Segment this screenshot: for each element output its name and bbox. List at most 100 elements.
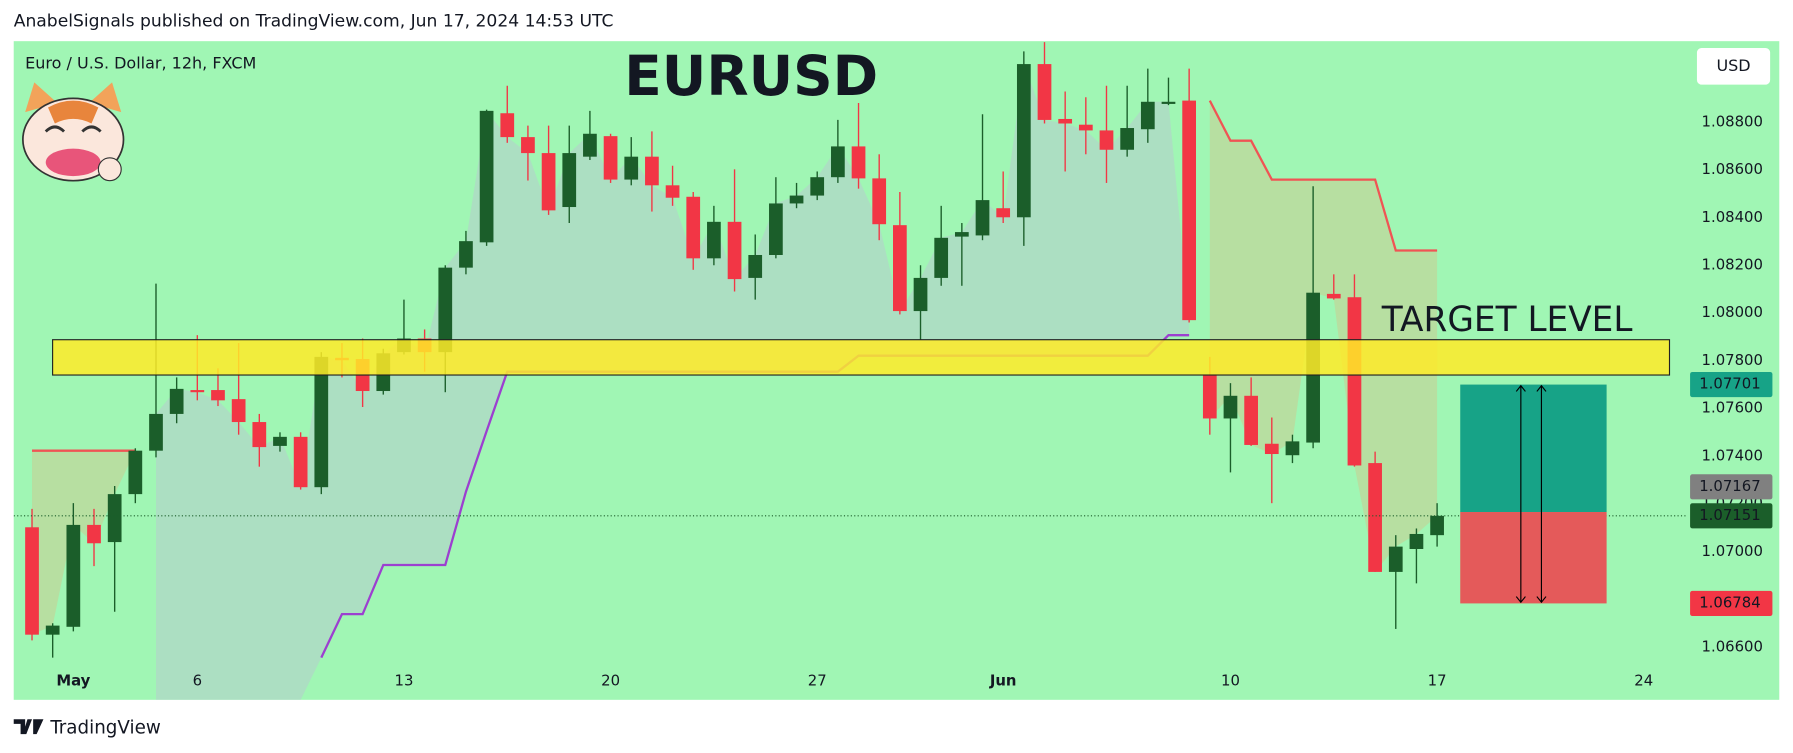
price-tag-label: 1.07167 [1699,477,1760,495]
y-tick-label: 1.08400 [1702,208,1763,226]
candle-body [521,137,535,154]
candle-body [128,450,143,495]
candle-body [748,254,763,278]
candle-body [954,232,969,237]
candle-body [1388,546,1403,572]
candle-body [603,136,618,180]
price-tag [1690,474,1773,500]
candle-body [479,110,494,243]
candle-body [314,356,329,488]
candle-body [1347,297,1362,466]
candle-body [1264,443,1279,455]
candle-body [789,195,804,204]
y-tick-label: 1.06600 [1702,637,1763,655]
candle-body [1058,118,1073,124]
currency-label[interactable]: USD [1716,56,1750,75]
candle-body [190,390,205,393]
x-tick-label: 13 [394,672,413,690]
candle-body [87,524,101,544]
candle-body [851,146,866,179]
candle-body [1368,463,1382,572]
candle-body [45,625,60,635]
candle-body [1244,395,1258,445]
footer-brand: TradingView [49,717,161,738]
currency-button[interactable] [1696,48,1771,85]
x-tick-label: 20 [601,672,620,690]
x-tick-label: 6 [193,672,202,690]
symbol-description: Euro / U.S. Dollar, 12h, FXCM [25,54,256,73]
candle-body [913,277,928,312]
zone-annotation: TARGET LEVEL [1381,300,1633,340]
candle-body [1120,128,1135,150]
candle-body [707,221,721,259]
y-tick-label: 1.07800 [1702,351,1763,369]
price-tag [1690,503,1773,529]
candle-body [831,146,845,178]
price-tag-label: 1.06784 [1699,593,1760,611]
x-tick-label: May [56,672,90,690]
candle-body [1037,64,1052,120]
candle-body [645,156,659,186]
candle-body [1161,101,1176,104]
indicator-fill [1209,100,1438,572]
candle-body [252,422,267,448]
candle-body [583,133,597,157]
candle-body [107,494,122,543]
footer-logo [13,719,44,735]
candle-body [1078,124,1093,131]
candle-body [562,153,577,208]
plot-area [13,42,1687,700]
candle-body [1202,375,1217,419]
price-tag-label: 1.07151 [1699,506,1760,524]
candle-body [1016,64,1031,218]
price-tag-label: 1.07701 [1699,375,1760,393]
candle-body [624,156,639,180]
candle-body [810,177,825,196]
publish-header: AnabelSignals published on TradingView.c… [14,12,614,32]
loss-zone [1460,512,1607,604]
y-tick-label: 1.08200 [1702,255,1763,273]
x-tick-label: 27 [808,672,827,690]
candle-body [273,436,287,446]
candle-body [1285,441,1300,456]
candle-body [893,225,907,312]
x-tick-label: 10 [1221,672,1240,690]
candle-body [727,221,742,280]
candle-body [769,203,783,255]
candle-body [459,241,473,268]
candle-body [1140,101,1155,130]
candle-body [541,153,556,211]
candle-body [1409,533,1424,550]
x-tick-label: Jun [989,672,1017,690]
candle-body [934,237,949,278]
arrow-head [1536,384,1547,604]
candle-body [975,200,990,236]
candle-body [872,178,887,225]
indicator-line [32,100,1438,452]
chart-title: EURUSD [624,44,878,108]
x-tick-label: 17 [1428,672,1447,690]
candle-body [231,399,246,423]
y-tick-label: 1.08800 [1702,112,1763,130]
candle-body [1326,293,1341,299]
y-tick-label: 1.08600 [1702,160,1763,178]
indicator-fill [155,64,1190,700]
candle-body [1430,515,1444,536]
candle-body [438,267,453,353]
candle-body [996,208,1011,218]
x-tick-label: 24 [1634,672,1653,690]
price-tag [1690,590,1773,616]
price-tag [1690,371,1773,398]
arrow-head [1515,384,1526,604]
candle-body [211,390,225,401]
profit-zone [1460,384,1607,513]
candle-body [1099,130,1114,150]
candle-body [149,413,163,451]
candle-body [1182,100,1197,321]
candle-body [293,436,308,488]
logo [22,82,125,182]
candle-body [1223,395,1238,419]
candle-body [686,196,701,259]
y-tick-label: 1.07600 [1702,399,1763,417]
